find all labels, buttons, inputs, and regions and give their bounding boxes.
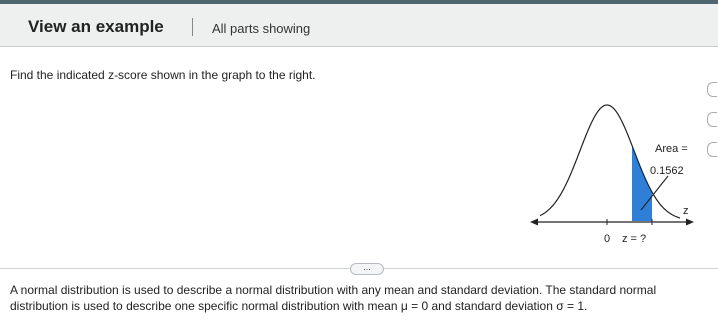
axis-label: z (683, 205, 689, 217)
top-bar (0, 0, 718, 4)
normal-curve-graph: Area = 0.1562 z 0 z = ? (530, 104, 694, 245)
edge-control (707, 142, 717, 157)
area-label: Area = (655, 143, 688, 155)
area-value: 0.1562 (650, 165, 684, 177)
explanation-text: A normal distribution is used to describ… (10, 283, 657, 313)
math: μ = 0 (400, 299, 429, 313)
explanation-text: . (584, 299, 588, 313)
separator (192, 18, 193, 36)
question: Find the indicated z-score shown in the … (10, 68, 316, 82)
axis-arrow (530, 218, 538, 226)
unknown-label: z = ? (622, 233, 646, 245)
math: σ = 1 (556, 299, 584, 313)
edge-control (707, 112, 717, 127)
header-status: All parts showing (212, 21, 311, 36)
normal-curve (539, 104, 681, 219)
shaded-area (632, 145, 652, 221)
expand-button[interactable]: ... (350, 263, 384, 275)
origin-label: 0 (604, 233, 610, 245)
edge-control (707, 82, 717, 97)
explanation: A normal distribution is used to describ… (10, 282, 710, 314)
pointer-line (640, 175, 669, 211)
axis-arrow (686, 218, 694, 226)
header: View an example All parts showing (0, 4, 718, 47)
header-title[interactable]: View an example (28, 17, 164, 36)
explanation-text: and standard deviation (428, 299, 557, 313)
